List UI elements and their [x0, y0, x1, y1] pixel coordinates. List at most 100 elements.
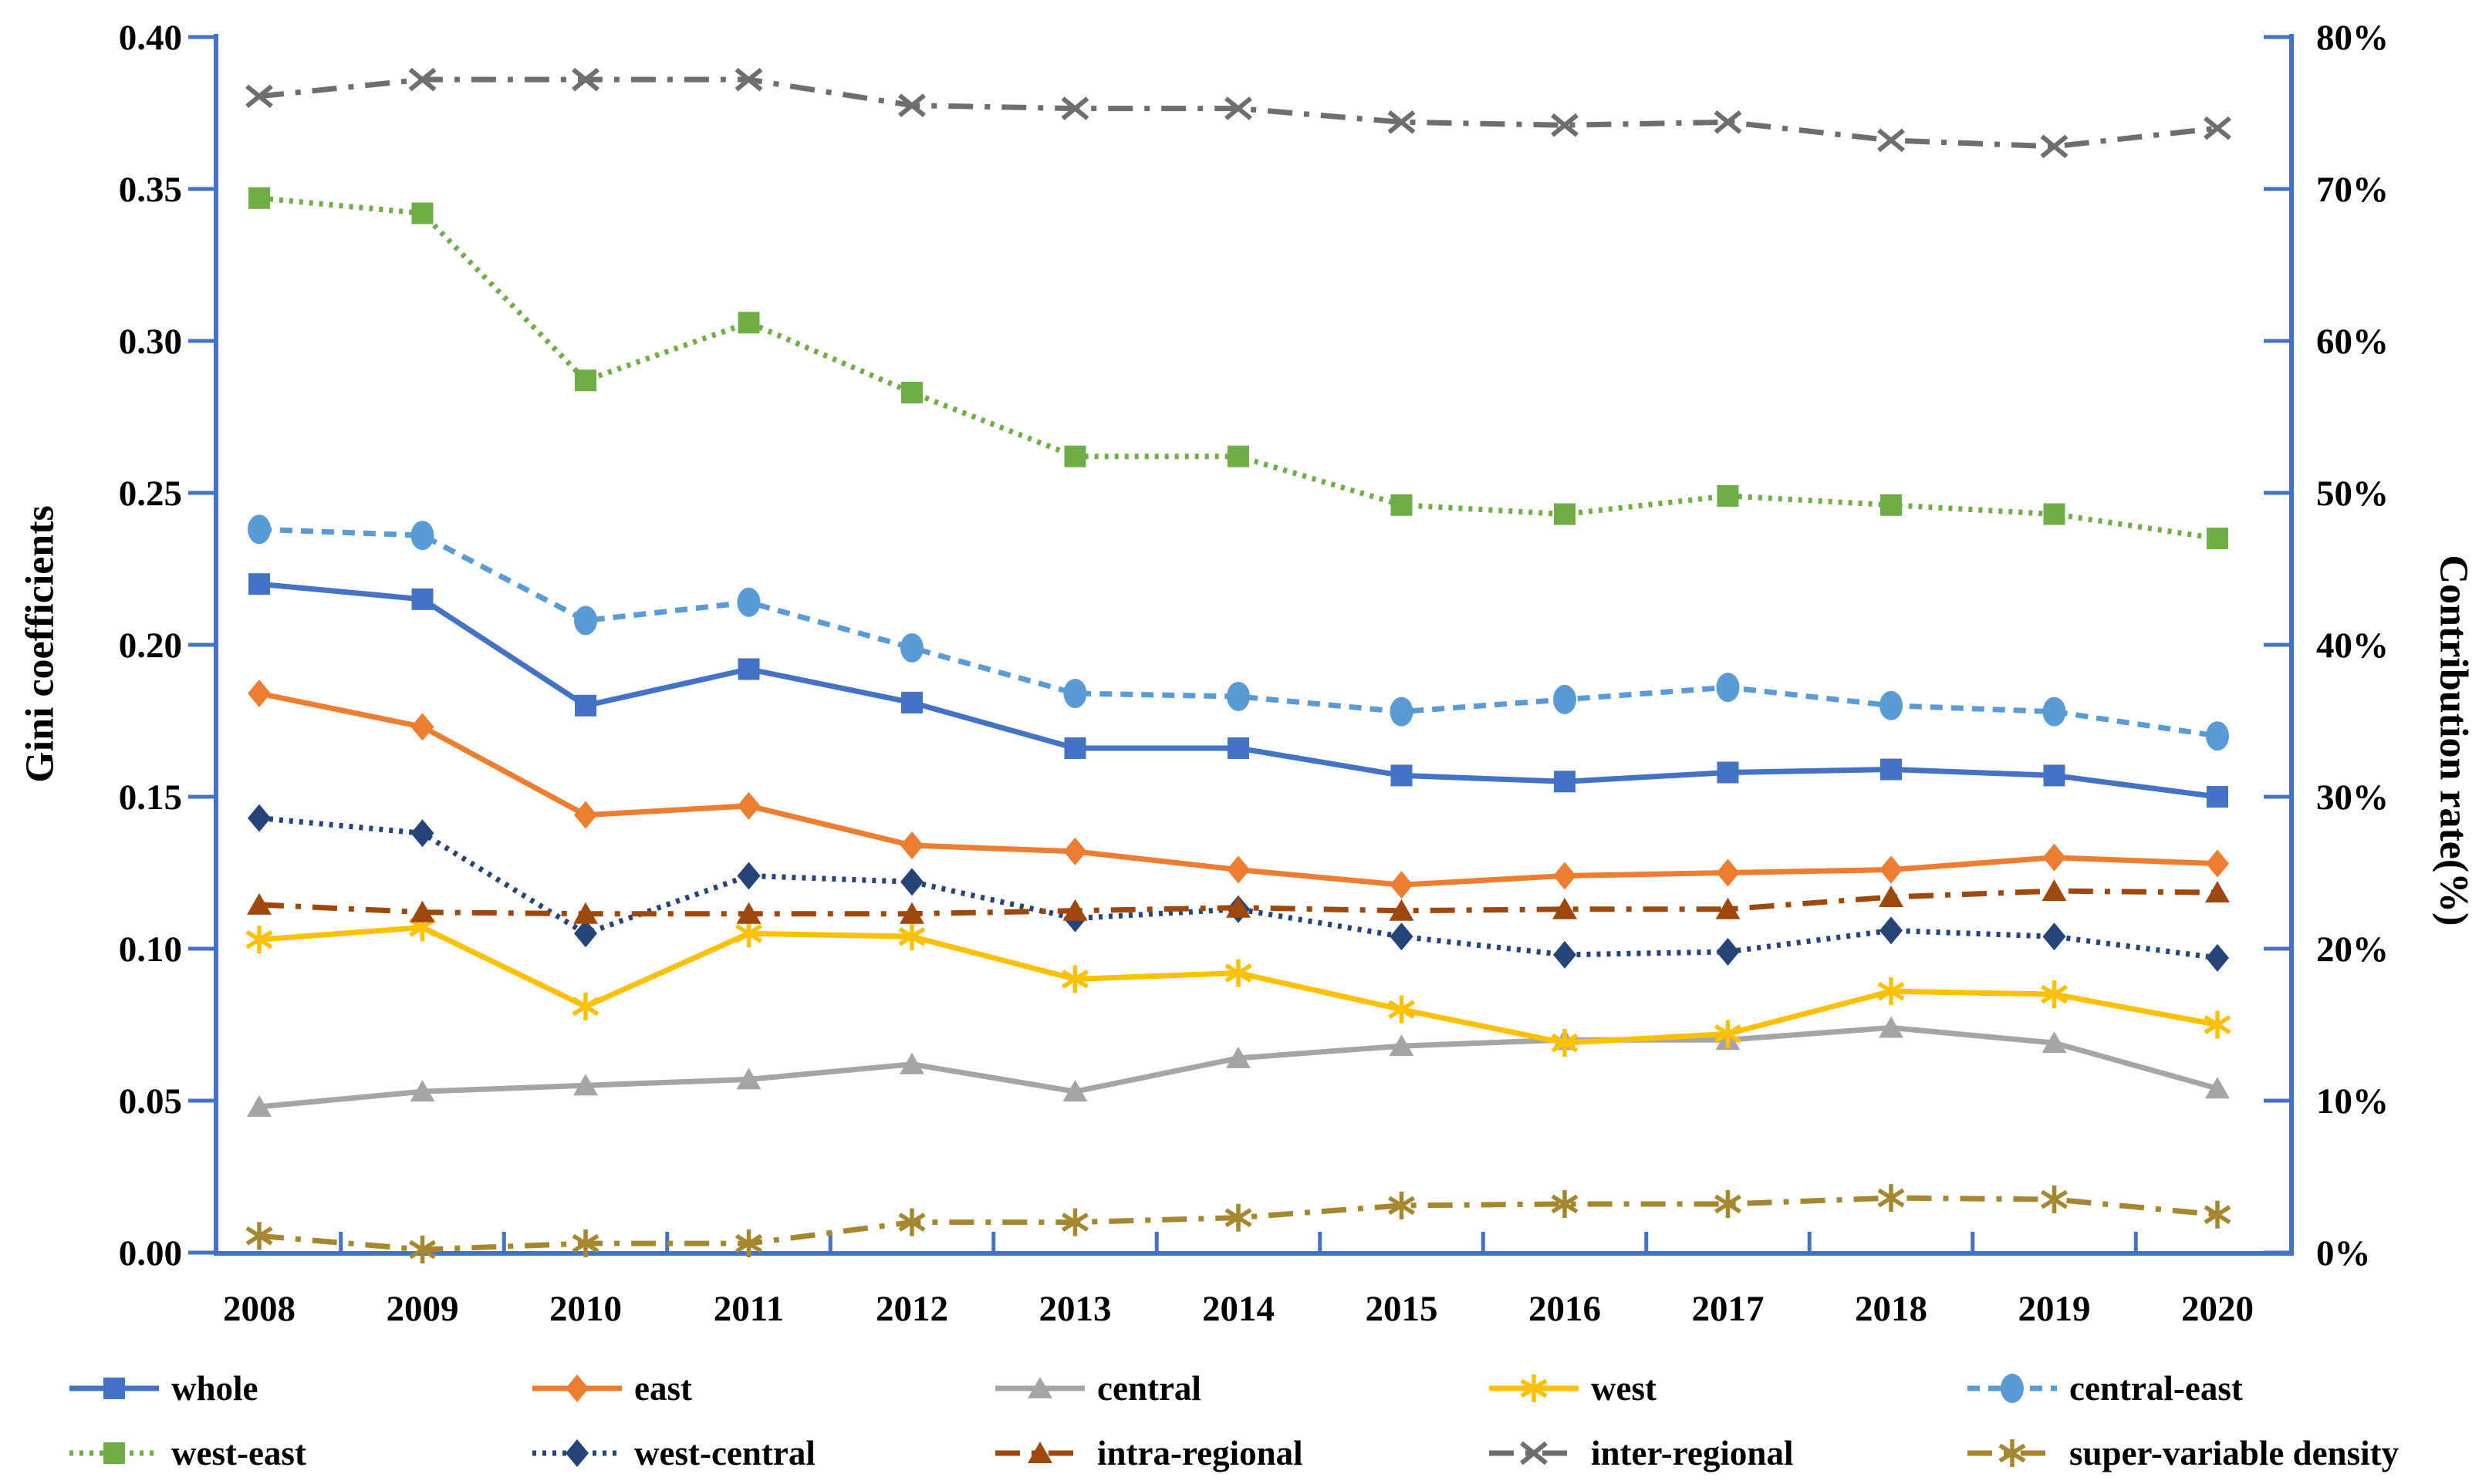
- series-marker-asterisk: [572, 1229, 599, 1258]
- series-marker-square: [248, 573, 270, 595]
- series-marker-square: [1554, 503, 1575, 525]
- series-marker-asterisk: [245, 1222, 273, 1250]
- series-marker-circle: [1390, 696, 1413, 727]
- legend-key-square: [69, 1442, 159, 1464]
- series-marker-asterisk: [1520, 1374, 1548, 1402]
- right-axis-title: Contribution rate(%): [2431, 555, 2476, 926]
- series-marker-x: [408, 67, 437, 92]
- series-east: [248, 680, 2229, 899]
- series-marker-asterisk: [2204, 1200, 2231, 1229]
- series-super-variable-density: [245, 1184, 2231, 1264]
- series-marker-asterisk: [1551, 1189, 1579, 1218]
- series-marker-asterisk: [572, 992, 599, 1020]
- legend-item-west: west: [1488, 1367, 1657, 1410]
- series-marker-diamond: [737, 862, 761, 890]
- series-marker-asterisk: [1388, 995, 1415, 1024]
- series-marker-x: [735, 67, 763, 92]
- right-axis-tick-label: 30%: [2316, 777, 2389, 818]
- right-axis-tick-label: 70%: [2316, 170, 2389, 210]
- legend-key-circle: [1967, 1374, 2057, 1403]
- series-marker-circle: [737, 587, 761, 617]
- right-axis-tick-label: 80%: [2316, 18, 2389, 58]
- legend-item-inter-regional: inter-regional: [1488, 1432, 1793, 1475]
- series-marker-square: [1717, 484, 1739, 507]
- x-axis-year-label: 2018: [1855, 1289, 1927, 1329]
- legend-label: intra-regional: [1097, 1434, 1303, 1472]
- series-marker-square: [738, 312, 760, 334]
- series-marker-diamond: [2206, 849, 2229, 878]
- series-marker-diamond: [1390, 922, 1413, 951]
- left-axis-tick-label: 0.10: [119, 929, 182, 970]
- legend-item-central-east: central-east: [1966, 1367, 2243, 1410]
- right-axis-tick-label: 50%: [2316, 474, 2389, 514]
- series-marker-triangle: [2042, 1031, 2067, 1054]
- series-marker-square: [103, 1442, 125, 1464]
- legend-item-west-east: west-east: [68, 1432, 306, 1475]
- series-marker-triangle: [1552, 897, 1577, 919]
- series-marker-square: [1390, 494, 1413, 516]
- right-axis-tick-label: 0%: [2316, 1233, 2371, 1273]
- series-marker-triangle: [247, 1094, 272, 1117]
- series-marker-x: [1714, 110, 1742, 134]
- series-marker-triangle: [736, 1067, 762, 1090]
- right-axis-tick-label: 10%: [2316, 1081, 2389, 1121]
- series-marker-diamond: [410, 713, 434, 741]
- series-marker-diamond: [900, 868, 924, 896]
- legend-row-2: west-east west-central intra-regional inter…: [0, 1432, 2489, 1475]
- series-marker-asterisk: [898, 1208, 926, 1236]
- series-marker-triangle: [1226, 1046, 1251, 1068]
- legend-label: east: [634, 1369, 692, 1408]
- series-marker-square: [738, 658, 760, 680]
- x-axis-year-label: 2011: [714, 1289, 784, 1329]
- series-marker-circle: [248, 514, 271, 545]
- x-axis-year-label: 2019: [2018, 1289, 2091, 1329]
- series-marker-x: [2204, 116, 2231, 140]
- series-marker-triangle: [900, 1052, 924, 1074]
- series-marker-triangle: [573, 902, 598, 924]
- series-marker-triangle: [1062, 899, 1088, 921]
- series-marker-square: [2043, 503, 2065, 525]
- series-marker-square: [248, 187, 270, 209]
- series-marker-diamond: [737, 791, 761, 820]
- series-marker-triangle: [1062, 1080, 1088, 1102]
- series-marker-x: [1877, 128, 1905, 153]
- series-marker-triangle: [573, 1074, 598, 1096]
- legend-key-diamond: [532, 1374, 622, 1402]
- series-marker-circle: [900, 632, 924, 663]
- series-marker-diamond: [574, 801, 597, 829]
- series-west: [245, 913, 2231, 1057]
- legend-label: whole: [171, 1369, 258, 1408]
- series-marker-square: [411, 202, 434, 224]
- series-marker-circle: [1716, 673, 1740, 703]
- series-marker-asterisk: [1388, 1191, 1415, 1219]
- series-lines: [245, 67, 2231, 1264]
- series-marker-diamond: [574, 919, 597, 948]
- series-marker-asterisk: [1998, 1439, 2026, 1467]
- series-marker-x: [1061, 96, 1089, 120]
- legend-item-whole: whole: [68, 1367, 258, 1410]
- series-marker-square: [1390, 764, 1413, 787]
- legend-item-intra-regional: intra-regional: [994, 1432, 1303, 1475]
- legend-key-triangle: [995, 1442, 1085, 1463]
- series-west-central: [248, 804, 2229, 972]
- x-axis-year-label: 2013: [1039, 1289, 1112, 1329]
- series-marker-asterisk: [1062, 1208, 1089, 1236]
- series-marker-circle: [2206, 721, 2229, 751]
- series-marker-circle: [1879, 690, 1903, 720]
- series-marker-triangle: [2205, 1077, 2230, 1099]
- series-marker-asterisk: [2041, 980, 2068, 1009]
- series-marker-asterisk: [735, 919, 762, 948]
- series-marker-asterisk: [1224, 1203, 1252, 1232]
- series-marker-diamond: [900, 831, 924, 860]
- series-marker-circle: [410, 521, 434, 551]
- series-marker-diamond: [248, 804, 271, 832]
- left-axis-tick-label: 0.40: [119, 18, 182, 58]
- series-marker-square: [1064, 737, 1086, 759]
- series-marker-triangle: [410, 1080, 435, 1102]
- series-marker-x: [572, 67, 599, 92]
- series-marker-triangle: [2205, 881, 2230, 903]
- series-marker-asterisk: [409, 1236, 436, 1264]
- series-marker-diamond: [566, 1374, 589, 1402]
- x-axis-year-label: 2012: [876, 1289, 948, 1329]
- series-marker-asterisk: [898, 922, 926, 951]
